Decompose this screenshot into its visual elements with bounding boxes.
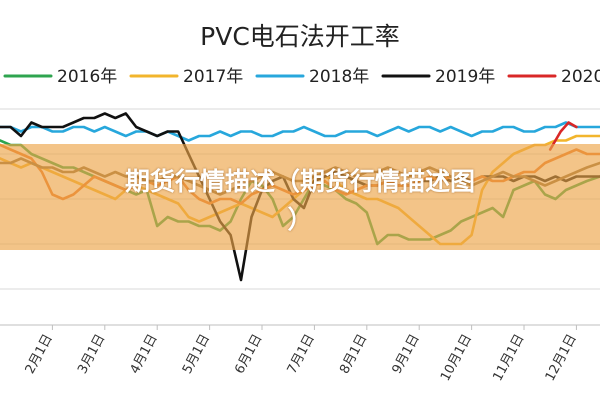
watermark-caption-line-2: ）	[287, 205, 313, 234]
watermark-band	[0, 144, 600, 250]
legend-label-4: 2020年	[561, 67, 600, 87]
series-line-4	[548, 121, 578, 151]
watermark-caption-line-1: 期货行情描述（期货行情描述图	[124, 167, 475, 196]
legend-label-2: 2018年	[309, 67, 369, 87]
chart-title: PVC电石法开工率	[200, 22, 400, 51]
legend-label-3: 2019年	[435, 67, 495, 87]
series-line-2	[0, 121, 600, 142]
legend-label-0: 2016年	[57, 67, 117, 87]
legend-label-1: 2017年	[183, 67, 243, 87]
legend: 2016年 2017年 2018年 2019年 2020年	[3, 67, 600, 87]
